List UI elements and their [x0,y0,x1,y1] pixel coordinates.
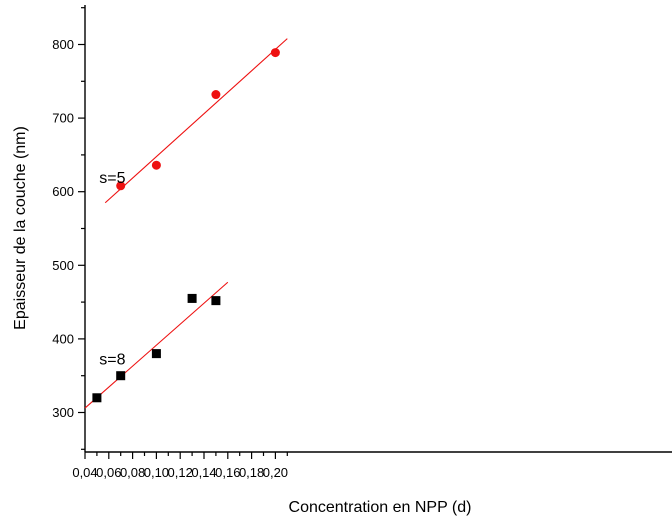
point-series-1 [116,181,126,191]
point-series-2 [211,296,221,306]
series-annotation: s=8 [99,352,125,369]
y-tick-label: 800 [52,37,74,52]
point-series-2 [151,349,161,359]
y-tick-label: 300 [52,405,74,420]
point-series-2 [92,393,102,403]
data-points [92,48,280,403]
point-series-1 [151,160,161,170]
fit-lines [84,38,288,409]
y-tick-label: 500 [52,258,74,273]
x-tick-label: 0,08 [120,465,145,480]
y-axis-title: Epaisseur de la couche (nm) [12,126,29,330]
series-annotation: s=5 [99,170,125,187]
y-tick-label: 700 [52,111,74,126]
x-tick-label: 0,20 [263,465,288,480]
x-tick-label: 0,18 [239,465,264,480]
x-tick-label: 0,14 [191,465,216,480]
point-series-2 [187,293,197,303]
fit-line-series-2 [84,281,229,409]
annotations: s=5 s=8 [99,170,125,369]
x-tick-label: 0,10 [144,465,169,480]
point-series-1 [270,48,280,58]
x-tick-label: 0,06 [96,465,121,480]
x-tick-label: 0,12 [168,465,193,480]
x-axis-title: Concentration en NPP (d) [289,499,472,516]
fit-line-series-1 [104,38,288,204]
x-tick-label: 0,16 [215,465,240,480]
y-tick-label: 400 [52,331,74,346]
x-tick-label: 0,04 [72,465,97,480]
point-series-1 [211,90,221,100]
point-series-2 [116,371,126,381]
y-tick-label: 600 [52,184,74,199]
axes: 0,040,060,080,100,120,140,160,180,20 300 4… [52,5,672,480]
